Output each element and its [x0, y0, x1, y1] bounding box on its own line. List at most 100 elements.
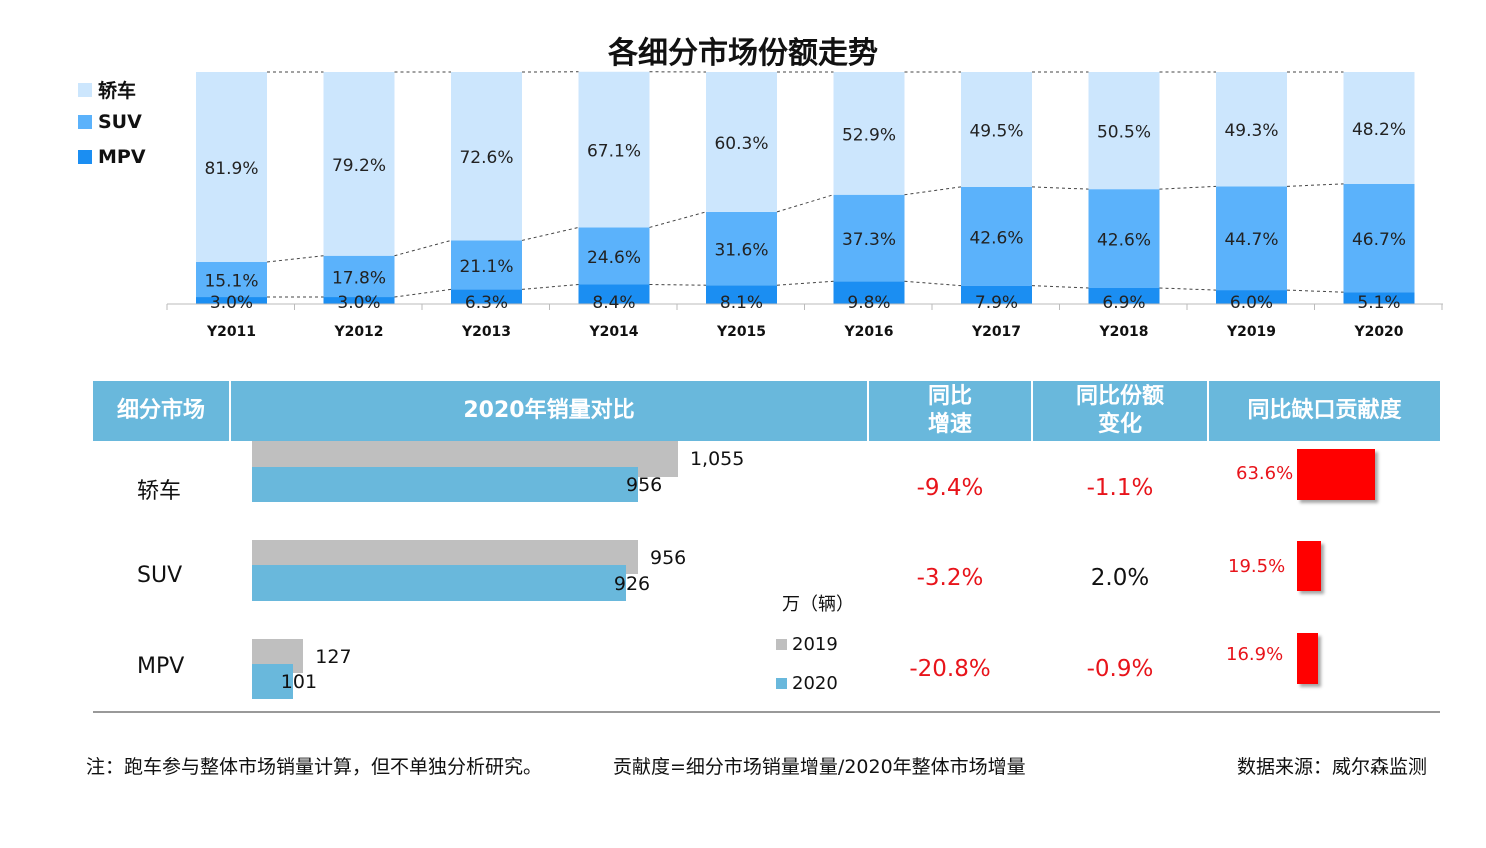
x-tick-label: Y2011	[206, 324, 256, 340]
data-label-sedan: 67.1%	[587, 142, 641, 162]
x-tick-label: Y2018	[1098, 324, 1148, 340]
connector-suv	[649, 211, 707, 228]
bar-suv	[1343, 183, 1415, 293]
data-label-sedan: 49.3%	[1224, 121, 1278, 141]
bar-2020-sedan	[252, 467, 638, 502]
contribution-mpv-value: 16.9%	[1226, 644, 1284, 665]
legend-swatch-suv	[78, 115, 92, 129]
growth-mpv: -20.8%	[909, 656, 991, 682]
bar-mpv	[833, 281, 905, 304]
bar-2020-value: 101	[280, 671, 318, 693]
data-label-sedan: 48.2%	[1352, 120, 1406, 140]
bar-sedan	[1216, 72, 1287, 187]
contribution-bar-mpv	[1297, 633, 1318, 684]
row-label-suv: SUV	[137, 563, 183, 588]
bar-suv	[1216, 186, 1287, 291]
bar-2020-value: 956	[626, 474, 663, 496]
bar-2019-value: 1,055	[689, 448, 745, 470]
connector-suv	[904, 186, 962, 196]
legend-sedan: 轿车	[78, 76, 136, 103]
bar-mpv	[196, 297, 267, 304]
share-change-mpv: -0.9%	[1086, 656, 1154, 682]
contribution-sedan-value: 63.6%	[1236, 463, 1294, 484]
share-change-sedan: -1.1%	[1086, 475, 1154, 501]
table-bottom-rule	[93, 711, 1440, 713]
data-label-mpv: 8.1%	[720, 293, 763, 313]
share-trend-chart: 3.0%15.1%81.9%Y20113.0%17.8%79.2%Y20126.…	[166, 71, 1443, 340]
data-label-mpv: 5.1%	[1357, 293, 1400, 313]
header-yoy-growth: 同比 增速	[927, 384, 972, 437]
x-tick-label: Y2016	[843, 324, 893, 340]
data-label-suv: 42.6%	[969, 228, 1023, 248]
footnote-note: 注：跑车参与整体市场销量计算，但不单独分析研究。	[86, 756, 543, 778]
bar-suv	[1088, 189, 1160, 288]
data-label-mpv: 8.4%	[592, 293, 635, 313]
data-label-sedan: 81.9%	[204, 159, 258, 179]
bar-suv	[451, 240, 522, 290]
connector-mpv	[521, 284, 579, 290]
row-label-mpv: MPV	[137, 654, 185, 679]
unit-label: 万（辆）	[782, 594, 854, 615]
data-label-mpv: 6.0%	[1230, 293, 1273, 313]
x-tick-label: Y2013	[461, 324, 511, 340]
data-label-sedan: 49.5%	[969, 121, 1023, 141]
bar-suv	[706, 211, 777, 286]
data-label-sedan: 72.6%	[459, 148, 513, 168]
bar-sedan	[961, 72, 1032, 187]
header-divider	[1207, 381, 1209, 441]
legend-label: SUV	[98, 111, 142, 133]
data-label-sedan: 60.3%	[714, 134, 768, 154]
connector-mpv	[776, 280, 834, 286]
data-label-sedan: 52.9%	[842, 125, 896, 145]
x-tick-label: Y2017	[971, 324, 1021, 340]
connector-suv	[521, 226, 579, 241]
x-tick-label: Y2014	[588, 324, 638, 340]
connector-suv	[776, 194, 834, 213]
bar-suv	[196, 262, 267, 298]
data-label-suv: 21.1%	[459, 257, 513, 277]
bar-sedan	[451, 72, 522, 241]
connector-suv	[1286, 183, 1344, 187]
contribution-bar-sedan	[1297, 449, 1375, 500]
data-label-suv: 37.3%	[842, 230, 896, 250]
row-label-sedan: 轿车	[137, 479, 182, 504]
legend-suv: SUV	[78, 111, 142, 133]
data-label-mpv: 9.8%	[847, 293, 890, 313]
legend-mpv: MPV	[78, 146, 146, 168]
footnote-source: 数据来源：威尔森监测	[1237, 756, 1428, 778]
data-label-mpv: 6.3%	[465, 293, 508, 313]
x-tick-label: Y2012	[333, 324, 383, 340]
growth-suv: -3.2%	[916, 565, 984, 591]
bar-suv	[578, 227, 650, 285]
connector-mpv	[1286, 289, 1344, 293]
legend-2019: 2019	[776, 634, 838, 655]
data-label-sedan: 79.2%	[332, 156, 386, 176]
x-tick-label: Y2019	[1226, 324, 1276, 340]
connector-suv	[1159, 185, 1217, 190]
bar-sedan	[196, 72, 267, 263]
connector-suv	[394, 239, 452, 257]
footnote-formula: 贡献度=细分市场销量增量/2020年整体市场增量	[613, 756, 1026, 778]
data-label-mpv: 3.0%	[337, 293, 380, 313]
bar-suv	[961, 186, 1032, 286]
data-label-mpv: 7.9%	[975, 293, 1018, 313]
bar-mpv	[1343, 292, 1415, 304]
bar-mpv	[1088, 287, 1160, 304]
bar-suv	[323, 255, 395, 298]
bar-sedan	[833, 72, 905, 195]
legend-swatch-sedan	[78, 82, 92, 97]
bar-2019-value: 127	[315, 646, 352, 668]
connector-suv	[1031, 186, 1089, 190]
bar-sedan	[1088, 72, 1160, 190]
data-label-suv: 24.6%	[587, 248, 641, 268]
legend-label: 轿车	[98, 80, 137, 102]
connector-mpv	[1159, 287, 1217, 291]
bar-mpv	[706, 285, 777, 304]
data-label-mpv: 3.0%	[210, 293, 253, 313]
legend-swatch-2019	[776, 639, 787, 650]
header-contribution: 同比缺口贡献度	[1247, 398, 1402, 423]
legend-label: MPV	[98, 146, 146, 168]
header-sales-compare: 2020年销量对比	[463, 398, 635, 423]
bar-sedan	[578, 71, 650, 228]
x-tick-label: Y2015	[716, 324, 766, 340]
